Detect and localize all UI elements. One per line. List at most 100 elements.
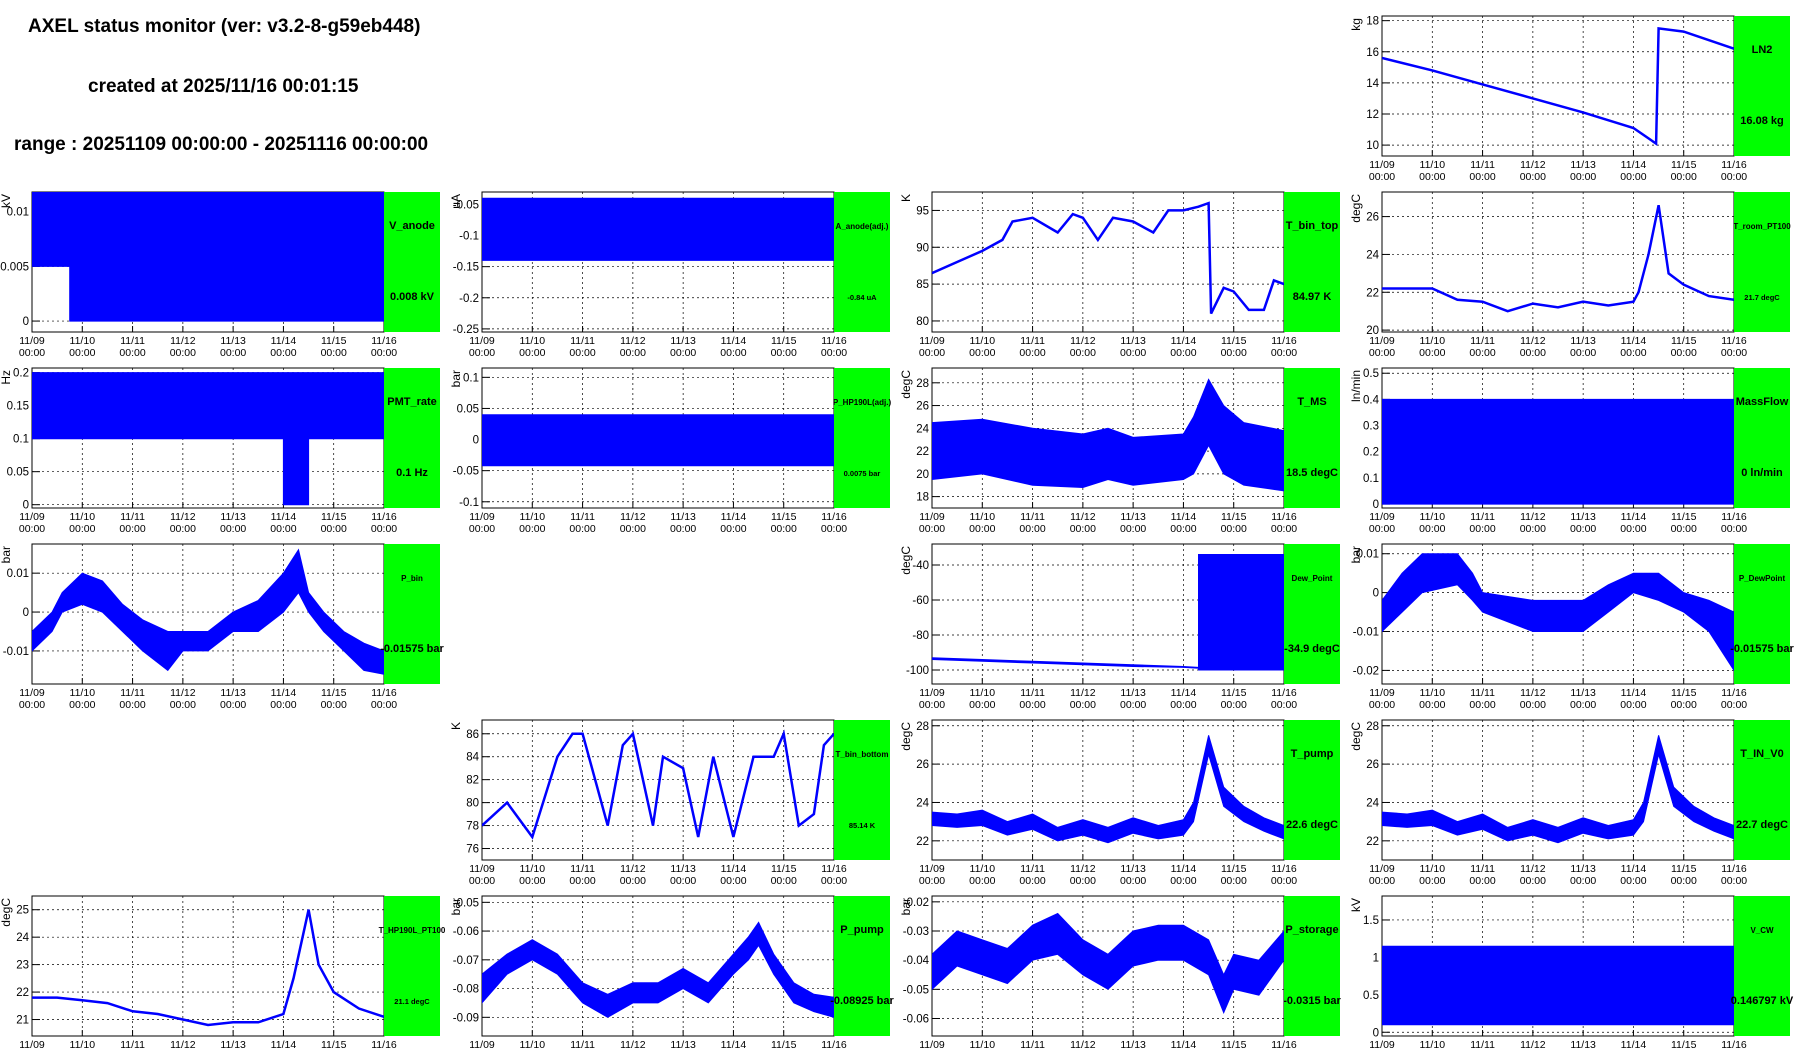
x-tick-label: 11/13	[1570, 335, 1596, 347]
status-panel-value: 0 ln/min	[1741, 467, 1783, 479]
series-band	[1382, 735, 1734, 844]
x-tick-label-time: 00:00	[720, 523, 746, 535]
series	[32, 372, 384, 506]
x-tick-label: 11/10	[1420, 1039, 1446, 1051]
x-tick-label: 11/16	[1271, 1039, 1297, 1051]
x-tick-label-time: 00:00	[1369, 875, 1395, 887]
x-tick-label: 11/11	[120, 511, 145, 523]
y-tick-label: 24	[1366, 797, 1379, 809]
x-tick-label-time: 00:00	[1271, 523, 1297, 535]
x-tick-label: 11/12	[620, 511, 646, 523]
y-tick-label: 90	[916, 242, 929, 254]
y-tick-label: 0	[23, 607, 29, 619]
x-tick-label: 11/13	[670, 1039, 696, 1051]
x-tick-label-time: 00:00	[69, 523, 95, 535]
x-tick-label-time: 00:00	[969, 699, 995, 711]
x-tick-label-time: 00:00	[919, 523, 945, 535]
x-tick-label-time: 00:00	[670, 347, 696, 359]
x-tick-label-time: 00:00	[519, 347, 545, 359]
y-axis-label: degC	[899, 370, 913, 399]
x-tick-label-time: 00:00	[1469, 699, 1495, 711]
y-tick-label: 95	[916, 205, 929, 217]
chart-t-in-v0: 11/0900:0011/1000:0011/1100:0011/1200:00…	[1349, 719, 1790, 887]
x-tick-label: 11/16	[1271, 687, 1297, 699]
x-tick-label-time: 00:00	[119, 347, 145, 359]
y-axis-label: K	[449, 722, 463, 730]
x-tick-label: 11/16	[371, 687, 397, 699]
x-tick-label-time: 00:00	[720, 875, 746, 887]
x-tick-label: 11/11	[1470, 511, 1495, 523]
x-tick-label-time: 00:00	[1419, 875, 1445, 887]
x-tick-label-time: 00:00	[170, 523, 196, 535]
status-panel-value: 21.7 degC	[1744, 293, 1780, 302]
x-tick-label: 11/12	[1070, 863, 1096, 875]
y-tick-label: 0	[1373, 588, 1379, 600]
x-tick-label-time: 00:00	[1570, 171, 1596, 183]
x-tick-label-time: 00:00	[1671, 523, 1697, 535]
x-tick-label: 11/13	[670, 335, 696, 347]
x-tick-label: 11/14	[1171, 1039, 1197, 1051]
x-tick-label: 11/13	[1570, 687, 1596, 699]
x-tick-label: 11/13	[1120, 1039, 1146, 1051]
y-tick-label: -0.02	[903, 897, 929, 909]
x-tick-label-time: 00:00	[1271, 875, 1297, 887]
x-tick-label: 11/13	[1570, 159, 1596, 171]
y-tick-label: 0.05	[7, 467, 29, 479]
x-tick-label-time: 00:00	[1271, 347, 1297, 359]
y-axis-label: degC	[0, 898, 13, 927]
y-tick-label: -0.08	[453, 984, 479, 996]
y-tick-label: 26	[1366, 759, 1379, 771]
x-tick-label-time: 00:00	[670, 523, 696, 535]
y-tick-label: -0.06	[453, 926, 479, 938]
x-tick-label-time: 00:00	[270, 699, 296, 711]
x-tick-label: 11/12	[1520, 511, 1546, 523]
x-tick-label: 11/16	[371, 335, 397, 347]
status-panel	[834, 896, 890, 1036]
x-tick-label-time: 00:00	[1221, 347, 1247, 359]
status-panel	[834, 192, 890, 332]
x-tick-label-time: 00:00	[1620, 523, 1646, 535]
x-tick-label-time: 00:00	[371, 523, 397, 535]
y-tick-label: 18	[916, 492, 929, 504]
status-panel	[1734, 368, 1790, 508]
x-tick-label-time: 00:00	[919, 699, 945, 711]
x-tick-label: 11/12	[1520, 335, 1546, 347]
x-tick-label: 11/09	[919, 1039, 945, 1051]
x-tick-label-time: 00:00	[670, 875, 696, 887]
x-tick-label-time: 00:00	[1520, 875, 1546, 887]
y-tick-label: 0.1	[1363, 473, 1379, 485]
chart-p-storage: 11/0900:0011/1000:0011/1100:0011/1200:00…	[899, 895, 1341, 1052]
y-tick-label: -60	[912, 595, 929, 607]
x-tick-label: 11/15	[1221, 687, 1247, 699]
series-line	[482, 729, 834, 840]
x-tick-label: 11/13	[1570, 511, 1596, 523]
x-tick-label-time: 00:00	[469, 523, 495, 535]
x-tick-label-time: 00:00	[969, 347, 995, 359]
x-tick-label: 11/16	[1271, 863, 1297, 875]
y-tick-label: 20	[1366, 325, 1379, 337]
y-axis-label: bar	[0, 546, 13, 563]
y-tick-label: 80	[916, 316, 929, 328]
chart-t-ms: 11/0900:0011/1000:0011/1100:0011/1200:00…	[899, 367, 1340, 535]
status-panel-name: PMT_rate	[387, 396, 437, 408]
status-panel-value: 0.146797 kV	[1731, 995, 1794, 1007]
x-tick-label: 11/10	[520, 863, 546, 875]
chart-a-anode: 11/0900:0011/1000:0011/1100:0011/1200:00…	[449, 191, 890, 359]
status-panel-name: T_IN_V0	[1740, 748, 1783, 760]
x-tick-label-time: 00:00	[220, 699, 246, 711]
series-band	[32, 192, 384, 322]
status-panel-name: V_anode	[389, 220, 435, 232]
y-tick-label: 0.3	[1363, 421, 1379, 433]
x-tick-label-time: 00:00	[1520, 523, 1546, 535]
x-tick-label: 11/10	[970, 1039, 996, 1051]
y-tick-label: -0.15	[453, 262, 479, 274]
status-panel	[384, 896, 440, 1036]
x-tick-label-time: 00:00	[1570, 347, 1596, 359]
x-tick-label-time: 00:00	[1070, 699, 1096, 711]
y-tick-label: -0.1	[459, 231, 479, 243]
page-title: AXEL status monitor (ver: v3.2-8-g59eb44…	[28, 16, 421, 37]
x-tick-label: 11/09	[1369, 335, 1395, 347]
x-tick-label-time: 00:00	[519, 523, 545, 535]
status-panel-value: 16.08 kg	[1740, 115, 1783, 127]
